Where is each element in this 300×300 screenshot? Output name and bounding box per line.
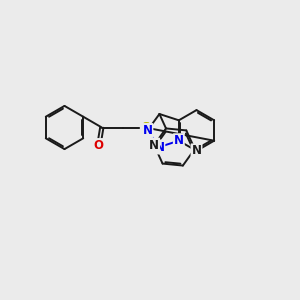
Text: N: N (174, 134, 184, 147)
Text: O: O (94, 139, 104, 152)
Text: N: N (191, 144, 202, 158)
Text: S: S (141, 121, 149, 134)
Text: N: N (142, 124, 152, 137)
Text: N: N (149, 139, 159, 152)
Text: N: N (154, 140, 164, 154)
